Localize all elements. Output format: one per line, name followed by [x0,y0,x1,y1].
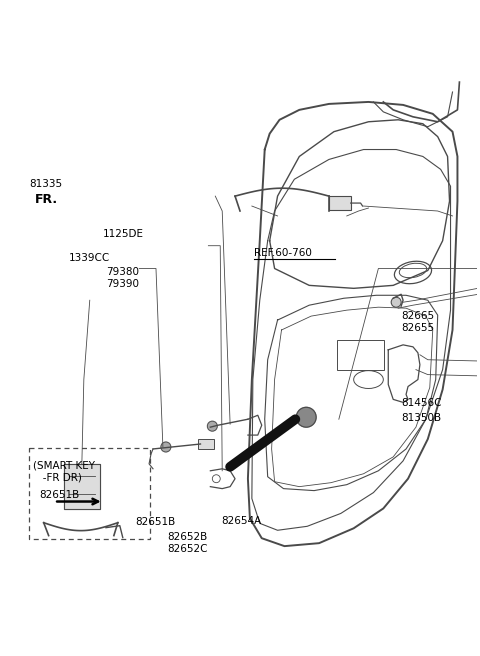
Text: 82654A: 82654A [221,516,261,525]
Text: 82665: 82665 [401,312,434,321]
Text: FR.: FR. [35,193,58,206]
Text: 81335: 81335 [29,178,62,189]
Text: 82652C: 82652C [168,544,208,554]
Bar [29,448,150,539]
Text: REF.60-760: REF.60-760 [254,248,312,258]
Text: -FR DR): -FR DR) [33,472,82,482]
Text: 81456C: 81456C [401,398,442,409]
Circle shape [391,297,401,307]
Text: 82655: 82655 [401,323,434,333]
Text: 82651B: 82651B [39,490,79,500]
Circle shape [296,407,316,427]
Polygon shape [64,464,100,510]
FancyBboxPatch shape [199,439,214,449]
Circle shape [207,421,217,431]
FancyBboxPatch shape [329,196,351,210]
Text: 81350B: 81350B [401,413,442,422]
Text: 82651B: 82651B [136,517,176,527]
Text: 82652B: 82652B [168,533,208,543]
Circle shape [161,442,171,452]
Text: (SMART KEY: (SMART KEY [33,461,95,470]
Text: 1339CC: 1339CC [69,253,110,264]
Text: 79390: 79390 [106,279,139,289]
Text: 1125DE: 1125DE [102,230,144,239]
Text: 79380: 79380 [106,267,139,277]
